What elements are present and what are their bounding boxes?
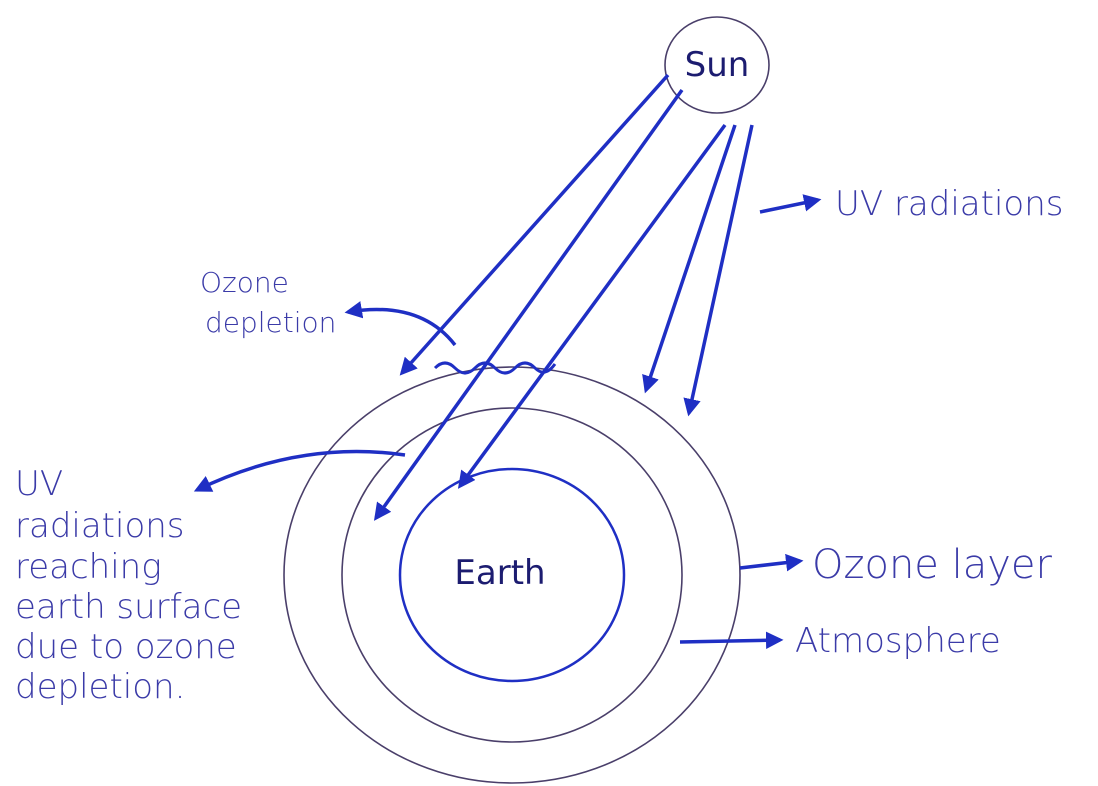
- pointer-arrow: [760, 200, 818, 212]
- annotation: depletion: [205, 306, 336, 339]
- annotation: UV: [15, 464, 63, 504]
- sun-label: Sun: [685, 45, 750, 85]
- annotation: radiations: [15, 506, 185, 546]
- uv-ray: [376, 90, 682, 518]
- depletion-scribble: [435, 363, 555, 373]
- uv-ray: [402, 75, 668, 373]
- annotation: Atmosphere: [795, 621, 1001, 661]
- annotation: due to ozone: [15, 627, 237, 667]
- annotation: Ozone: [200, 266, 289, 299]
- annotation: Ozone layer: [812, 542, 1053, 588]
- pointer-arrow: [348, 309, 455, 345]
- pointer-arrow: [197, 452, 405, 490]
- annotation: depletion.: [15, 667, 185, 707]
- pointer-arrow: [680, 640, 780, 642]
- diagram: Sun Earth UV radiations Ozone depletion …: [0, 0, 1098, 786]
- annotation: earth surface: [15, 587, 242, 627]
- annotation: UV radiations: [835, 184, 1063, 224]
- annotation: reaching: [15, 547, 162, 587]
- earth-label: Earth: [454, 553, 545, 593]
- pointer-arrow: [740, 561, 800, 568]
- uv-ray: [460, 125, 725, 486]
